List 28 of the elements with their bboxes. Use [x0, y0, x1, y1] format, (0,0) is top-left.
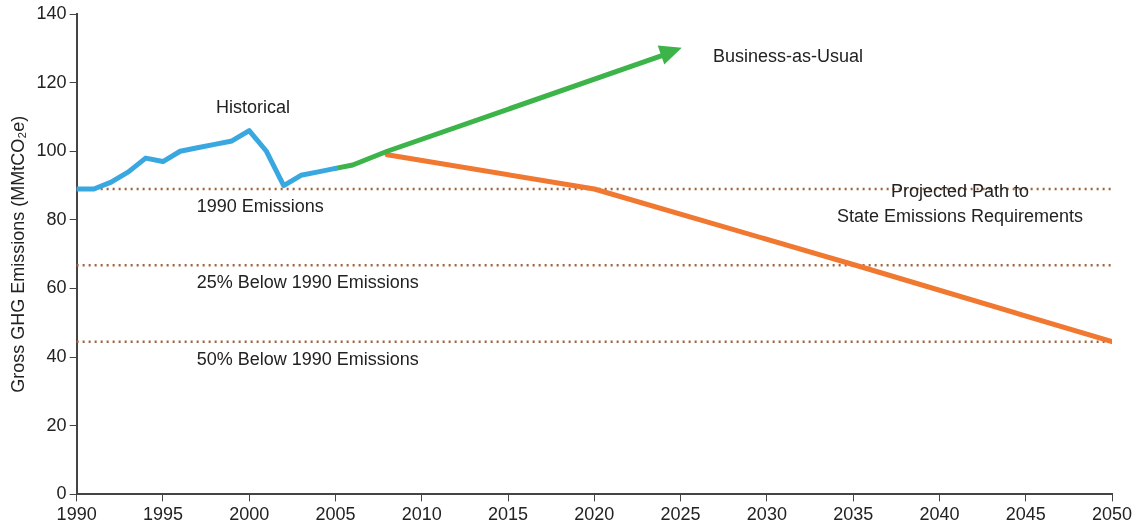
x-tick-label: 2015 — [488, 504, 529, 525]
x-tick-label: 2050 — [1091, 504, 1133, 525]
annotation: Business-as-Usual — [712, 45, 864, 66]
x-tick-label: 1990 — [56, 504, 97, 525]
annotation: Historical — [215, 96, 291, 117]
y-tick-label: 80 — [46, 208, 67, 229]
x-tick-label: 2000 — [229, 504, 270, 525]
x-tick-label: 2005 — [315, 504, 356, 525]
y-tick-label: 140 — [36, 2, 67, 23]
ref-line-label: 50% Below 1990 Emissions — [196, 348, 419, 369]
x-tick-label: 2010 — [401, 504, 442, 525]
y-tick-label: 20 — [46, 414, 67, 435]
ref-line-label: 25% Below 1990 Emissions — [196, 272, 419, 293]
x-tick-label: 2020 — [574, 504, 615, 525]
y-tick-label: 60 — [46, 277, 67, 298]
x-tick-label: 1995 — [142, 504, 183, 525]
y-tick-label: 40 — [46, 346, 67, 367]
y-tick-label: 0 — [56, 483, 67, 504]
y-axis-title: Gross GHG Emissions (MMtCO₂e) — [7, 115, 28, 393]
x-tick-label: 2035 — [833, 504, 874, 525]
x-tick-label: 2030 — [746, 504, 787, 525]
y-tick-label: 120 — [36, 71, 67, 92]
ref-line-label: 1990 Emissions — [196, 195, 324, 216]
annotation: Projected Path to State Emissions Requirements — [836, 181, 1084, 227]
x-tick-label: 2025 — [660, 504, 701, 525]
x-tick-label: 2045 — [1005, 504, 1046, 525]
x-tick-label: 2040 — [919, 504, 960, 525]
y-tick-label: 100 — [36, 140, 67, 161]
